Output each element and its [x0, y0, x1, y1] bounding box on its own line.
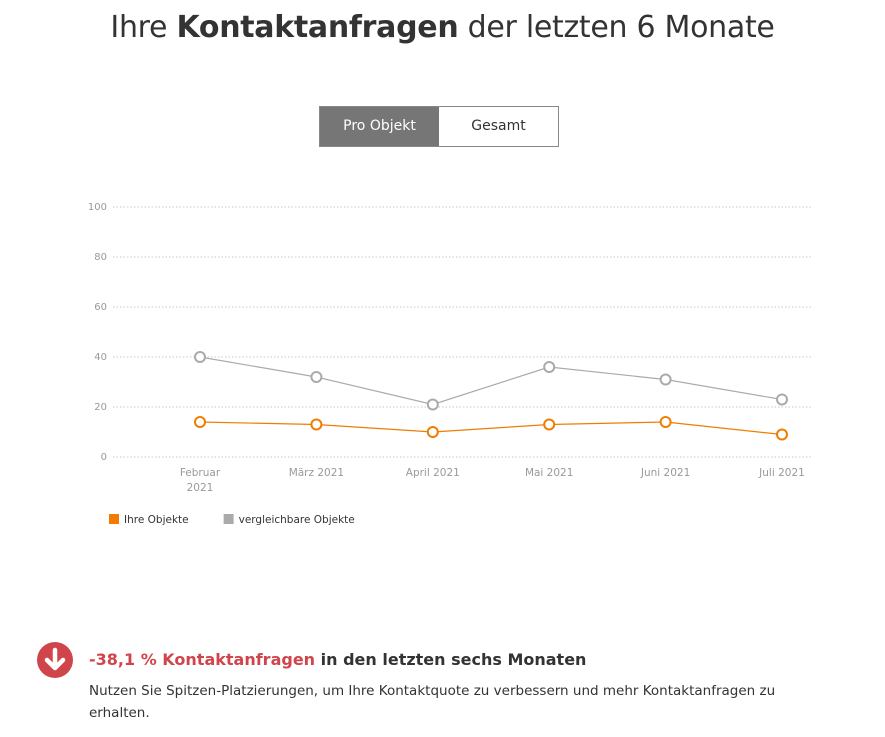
series-line: [199, 421, 783, 436]
y-tick-label: 60: [94, 302, 107, 313]
toggle-option[interactable]: Pro Objekt: [320, 107, 439, 146]
summary-highlight: -38,1 % Kontaktanfragen: [89, 650, 316, 669]
data-point: [426, 426, 439, 438]
y-tick-label: 100: [88, 202, 107, 213]
toggle: Pro Objekt Gesamt: [319, 106, 559, 147]
data-point: [776, 393, 788, 406]
title-part: Kontaktanfragen: [176, 10, 459, 45]
legend-swatch: [223, 514, 234, 524]
title-part: Ihre: [110, 10, 168, 45]
title-part: der letzten 6 Monate: [467, 10, 775, 45]
series-line: [199, 356, 783, 406]
data-point: [543, 361, 556, 373]
x-tick-label: April 2021: [405, 467, 460, 479]
x-tick-label: Juni 2021: [640, 467, 691, 479]
summary-headline: -38,1 % Kontaktanfragen in den letzten s…: [89, 650, 586, 669]
y-tick-label: 40: [94, 352, 107, 363]
legend-label: Ihre Objekte: [124, 514, 189, 526]
x-tick-label: Juli 2021: [759, 467, 805, 479]
summary-text: Nutzen Sie Spitzen-Platzierungen, um Ihr…: [89, 683, 776, 721]
chart: 0 20 40 60 80 100 Ihre Objekte vergleichbare Ob…: [88, 202, 813, 526]
data-point: [194, 351, 206, 363]
summary-headline-text: in den letzten sechs Monaten: [320, 650, 587, 669]
x-tick-label: Mai 2021: [524, 467, 574, 479]
page-title: Ihre Kontaktanfragen der letzten 6 Monat…: [0, 10, 885, 45]
down-icon: [37, 642, 73, 678]
y-tick-label: 0: [101, 452, 107, 463]
x-tick-label: März 2021: [288, 467, 345, 479]
legend-swatch: [109, 514, 119, 524]
data-point: [310, 418, 323, 431]
data-point: [310, 371, 323, 383]
y-tick-label: 80: [94, 252, 107, 263]
toggle-option[interactable]: Gesamt: [471, 118, 526, 134]
data-point: [659, 373, 672, 386]
data-point: [659, 416, 672, 428]
data-point: [426, 398, 439, 411]
y-tick-label: 20: [94, 402, 107, 413]
data-point: [194, 416, 206, 428]
x-tick-label: Februar 2021: [179, 467, 221, 494]
data-point: [776, 428, 788, 441]
data-point: [543, 418, 556, 431]
legend-label: vergleichbare Objekte: [239, 514, 355, 526]
icon-arrow: [44, 647, 66, 671]
